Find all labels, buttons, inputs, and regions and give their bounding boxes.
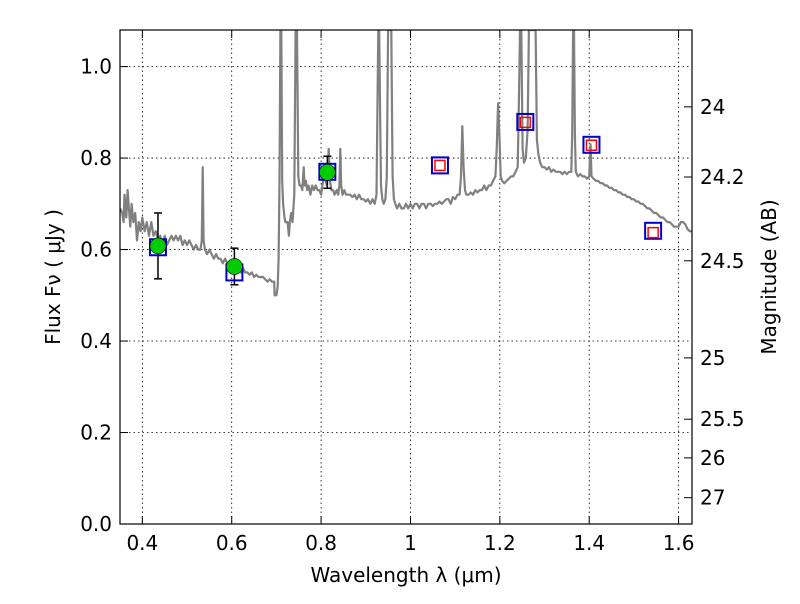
y2-tick-label: 24 [700,95,725,119]
model-square-marker [516,112,535,131]
y2-tick-label: 27 [700,486,725,510]
y2-tick-label: 24.2 [700,165,745,189]
y2-axis-label: Magnitude (AB) [757,199,781,354]
x-axis-label: Wavelength λ (μm) [310,563,501,587]
x-axis: 0.4 0.6 0.8 1 1.2 1.4 1.6 [126,30,695,555]
x-tick-label: 0.4 [126,531,158,555]
model-square-marker [430,156,449,175]
grid [120,30,692,524]
nir-square-series [434,116,659,239]
x-tick-label: 1.2 [484,531,516,555]
y-axis: 0.0 0.2 0.4 0.6 0.8 1.0 [80,55,128,536]
spectrum-line [120,30,692,297]
plot-frame [119,29,693,525]
y-tick-label: 0.8 [80,146,112,170]
nir-square-marker [647,226,659,239]
nir-square-marker [519,116,532,129]
y2-tick-label: 24.5 [700,249,745,273]
y-tick-label: 0.4 [80,329,112,353]
x-tick-label: 1.4 [573,531,605,555]
nir-square-marker [585,139,598,152]
model-square-marker [644,221,663,240]
y2-tick-label: 25 [700,346,725,370]
y-tick-label: 0.2 [80,421,112,445]
observed-circle-marker [226,258,243,275]
model-square-marker [582,135,601,154]
observed-circle-series [149,163,336,275]
y2-tick-label: 25.5 [700,407,745,431]
nir-square-marker [434,159,446,172]
x-tick-label: 1.6 [663,531,695,555]
observed-circle-marker [319,163,336,181]
y-tick-label: 0.6 [80,238,112,262]
y2-axis: 24 24.2 24.5 25 25.5 26 27 [684,95,745,510]
x-tick-label: 0.8 [305,531,337,555]
observed-circle-marker [149,237,167,255]
y-tick-label: 0.0 [80,512,112,536]
y-tick-label: 1.0 [80,55,112,79]
y-axis-label: Flux Fν ( μJy ) [41,209,65,345]
spectrum-series [120,30,692,297]
x-tick-label: 0.6 [216,531,248,555]
y2-tick-label: 26 [700,446,725,470]
x-tick-label: 1 [404,531,417,555]
